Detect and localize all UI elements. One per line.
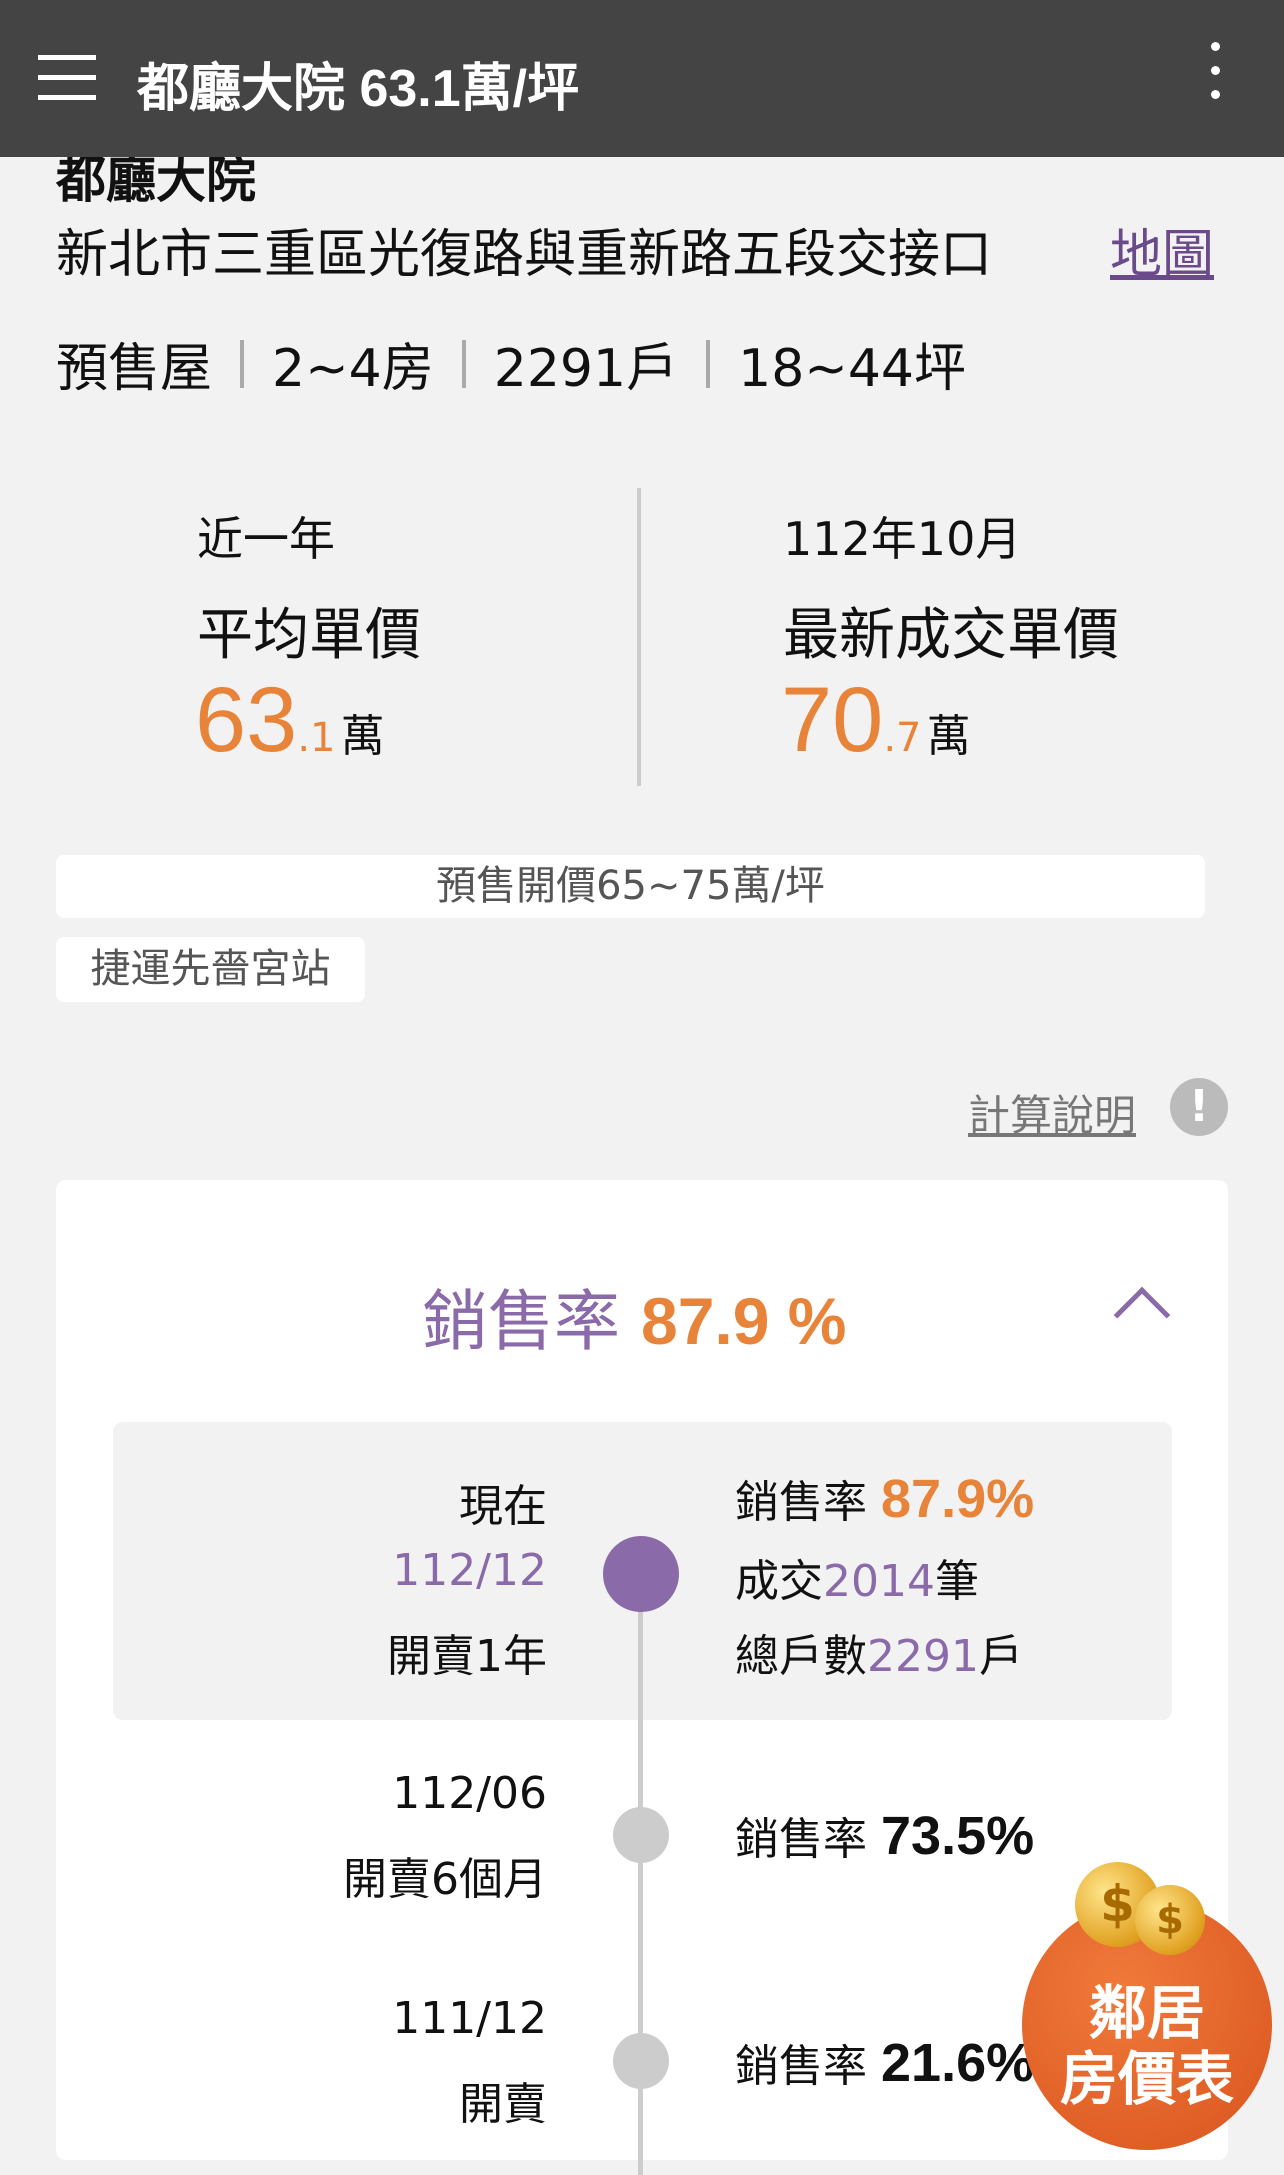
project-name: 都廳大院: [56, 151, 256, 209]
tag-units: 2291戶: [493, 339, 679, 399]
timeline-rate: 銷售率 73.5%: [735, 1803, 1034, 1867]
sales-rate-title[interactable]: 銷售率 87.9 %: [422, 1268, 846, 1364]
timeline-deals: 成交2014筆: [735, 1545, 979, 1609]
timeline-date: 112/12: [392, 1545, 547, 1596]
avg-price-unit: 萬: [340, 711, 385, 762]
map-link[interactable]: 地圖: [1110, 225, 1215, 285]
button-line1: 鄰居: [1088, 1979, 1205, 2047]
avg-price-dec: .1: [297, 715, 336, 761]
avg-price-int: 63: [195, 669, 298, 771]
sales-rate-label: 銷售率: [422, 1283, 620, 1360]
timeline-rate: 銷售率 87.9%: [735, 1466, 1034, 1530]
address: 新北市三重區光復路與重新路五段交接口: [56, 225, 993, 285]
timeline-dot: [613, 1807, 669, 1863]
coins-icon: $: [1135, 1885, 1205, 1955]
project-tags: 預售屋 2~4房 2291戶 18~44坪: [56, 326, 966, 401]
button-line2: 房價表: [1059, 2045, 1234, 2113]
avg-period: 近一年: [197, 512, 335, 566]
stats-divider: [637, 488, 641, 786]
rate-label: 銷售率: [735, 1814, 867, 1865]
timeline-rate: 銷售率 21.6%: [735, 2030, 1034, 2094]
timeline-age: 開賣6個月: [343, 1854, 547, 1905]
sales-rate-value: 87.9 %: [640, 1284, 847, 1358]
rate-label: 銷售率: [735, 1477, 867, 1528]
deals-prefix: 成交: [735, 1556, 823, 1607]
more-vertical-icon[interactable]: [1205, 42, 1225, 102]
neighbor-price-button[interactable]: 鄰居 房價表: [1022, 1900, 1272, 2150]
latest-label: 最新成交單價: [783, 603, 1119, 668]
latest-price-unit: 萬: [926, 711, 971, 762]
top-app-bar: 都廳大院 63.1萬/坪: [0, 0, 1284, 157]
timeline-date: 111/12: [392, 1993, 547, 2044]
timeline-units: 總戶數2291戶: [735, 1620, 1023, 1684]
timeline-date: 112/06: [392, 1768, 547, 1819]
station-tag[interactable]: 捷運先嗇宮站: [56, 937, 365, 1002]
timeline-dot: [613, 2033, 669, 2089]
hamburger-icon[interactable]: [38, 55, 96, 101]
latest-price-dec: .7: [883, 715, 922, 761]
divider: [461, 339, 466, 388]
calc-explanation-link[interactable]: 計算說明: [968, 1091, 1137, 1140]
deals-suffix: 筆: [934, 1556, 979, 1607]
tag-size: 18~44坪: [738, 339, 967, 399]
tag-type: 預售屋: [56, 339, 213, 399]
units-count: 2291: [867, 1631, 979, 1682]
deals-count: 2014: [823, 1556, 935, 1607]
avg-price: 63.1 萬: [195, 668, 385, 773]
timeline-age: 開賣: [459, 2079, 547, 2130]
rate-value: 21.6%: [881, 2033, 1035, 2093]
timeline-line: [638, 1575, 643, 2175]
divider: [706, 339, 711, 388]
units-suffix: 戶: [978, 1631, 1023, 1682]
avg-label: 平均單價: [197, 603, 421, 668]
presale-price: 預售開價65~75萬/坪: [56, 855, 1205, 918]
units-prefix: 總戶數: [735, 1631, 867, 1682]
divider: [240, 339, 245, 388]
latest-price-int: 70: [781, 669, 884, 771]
timeline-dot-current: [603, 1536, 679, 1612]
timeline-when: 現在: [459, 1481, 547, 1532]
rate-value: 73.5%: [881, 1806, 1035, 1866]
latest-price: 70.7 萬: [781, 668, 971, 773]
page-title: 都廳大院 63.1萬/坪: [137, 60, 580, 118]
rate-value: 87.9%: [881, 1469, 1035, 1529]
rate-label: 銷售率: [735, 2041, 867, 2092]
latest-period: 112年10月: [783, 512, 1022, 566]
exclamation-icon[interactable]: !: [1170, 1078, 1228, 1136]
tag-rooms: 2~4房: [272, 339, 434, 399]
timeline-age: 開賣1年: [387, 1631, 547, 1682]
